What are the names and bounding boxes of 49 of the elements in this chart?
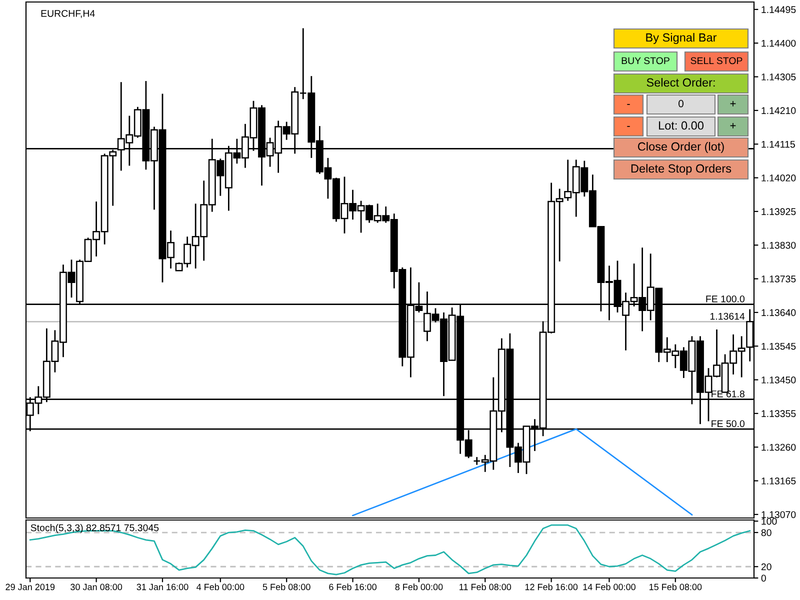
y-tick-label: 1.13355 <box>762 410 796 418</box>
x-tick-label: 12 Feb 16:00 <box>525 584 578 590</box>
annotation: - <box>627 126 630 127</box>
x-tick-label: 5 Feb 08:00 <box>262 584 310 590</box>
y-tick-label: 1.13830 <box>762 242 796 249</box>
x-tick-label: 14 Feb 00:00 <box>583 584 636 590</box>
annotation: + <box>730 100 736 106</box>
y-tick-label: 1.13165 <box>762 478 796 484</box>
annotation: Delete Stop Orders <box>631 164 732 175</box>
y-tick-label: 100 <box>762 518 777 525</box>
x-tick-label: 6 Feb 16:00 <box>329 584 377 590</box>
annotation: Select Order: <box>646 78 715 87</box>
y-tick-label: 1.13260 <box>762 444 796 451</box>
x-tick-label: 8 Feb 00:00 <box>395 584 443 590</box>
y-tick-label: 1.14115 <box>762 140 795 148</box>
y-tick-label: 1.14400 <box>762 40 796 47</box>
y-tick-label: 1.14495 <box>762 6 796 14</box>
annotation: + <box>730 122 736 128</box>
annotation: 0 <box>678 100 684 108</box>
y-tick-label: 1.13925 <box>762 208 796 216</box>
y-tick-label: 1.14210 <box>762 107 796 114</box>
x-tick-label: 11 Feb 08:00 <box>460 584 512 590</box>
annotation: Close Order (lot) <box>638 142 724 153</box>
line-series <box>29 524 751 576</box>
annotation: By Signal Bar <box>646 33 717 44</box>
y-tick-label: 1.13735 <box>762 276 796 282</box>
y-tick-label: 1.13450 <box>762 376 796 384</box>
chart-title: Stoch(5,3,3) 82.8571 75.3045 <box>30 524 159 534</box>
x-tick-label: 4 Feb 00:00 <box>196 584 244 590</box>
x-tick-label: 29 Jan 2019 <box>6 584 55 590</box>
y-tick-label: 80 <box>761 529 772 536</box>
y-tick-label: 1.14020 <box>762 174 796 182</box>
annotation: - <box>627 104 630 105</box>
x-tick-label: 31 Jan 16:00 <box>136 584 188 590</box>
annotation: Lot: 0.00 <box>658 121 704 130</box>
annotation: SELL STOP <box>690 57 742 64</box>
y-tick-label: 1.13070 <box>762 511 796 518</box>
x-tick-label: 30 Jan 08:00 <box>70 584 122 590</box>
y-tick-label: 20 <box>761 563 772 570</box>
y-tick-label: 1.13640 <box>762 309 796 316</box>
x-tick-label: 15 Feb 08:00 <box>649 584 702 590</box>
ref-line-label: 1.13614 <box>710 312 745 320</box>
ref-line-label: FE 100.0 <box>706 295 745 302</box>
y-tick-label: 1.13545 <box>762 342 796 350</box>
y-tick-label: 0 <box>761 574 766 582</box>
y-tick-label: 1.14305 <box>762 74 796 80</box>
ref-line-label: FE 50.0 <box>712 420 745 428</box>
annotation: BUY STOP <box>622 57 670 64</box>
text: EURCHF,H4 <box>41 10 95 18</box>
